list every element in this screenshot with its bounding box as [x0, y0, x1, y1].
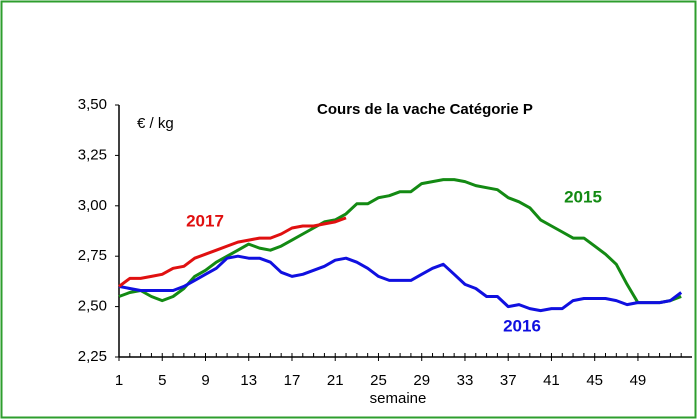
x-tick-label: 21 [327, 372, 344, 389]
x-tick-label: 5 [158, 372, 166, 389]
series-label: 2015 [564, 187, 602, 206]
y-tick-label: 2,75 [78, 247, 107, 264]
x-tick-label: 49 [630, 372, 647, 389]
y-tick-label: 3,25 [78, 146, 107, 163]
y-tick-label: 3,00 [78, 197, 107, 214]
series-label: 2016 [503, 316, 541, 335]
x-tick-label: 29 [413, 372, 430, 389]
x-tick-label: 1 [115, 372, 123, 389]
series-line [118, 254, 683, 313]
x-tick-label: 37 [500, 372, 517, 389]
x-tick-label: 9 [201, 372, 209, 389]
x-tick-label: 17 [284, 372, 301, 389]
series-line [118, 178, 682, 305]
y-tick-label: 2,50 [78, 298, 107, 315]
x-tick-label: 33 [457, 372, 474, 389]
x-axis-label: semaine [370, 390, 427, 407]
y-tick-label: 3,50 [78, 96, 107, 113]
y-axis-label: € / kg [137, 115, 174, 132]
series-label: 2017 [186, 211, 224, 230]
chart-title: Cours de la vache Catégorie P [317, 101, 533, 118]
x-tick-label: 45 [586, 372, 603, 389]
series-line [118, 216, 347, 288]
x-tick-label: 41 [543, 372, 560, 389]
y-tick-label: 2,25 [78, 348, 107, 365]
x-tick-label: 25 [370, 372, 387, 389]
x-tick-label: 13 [240, 372, 257, 389]
